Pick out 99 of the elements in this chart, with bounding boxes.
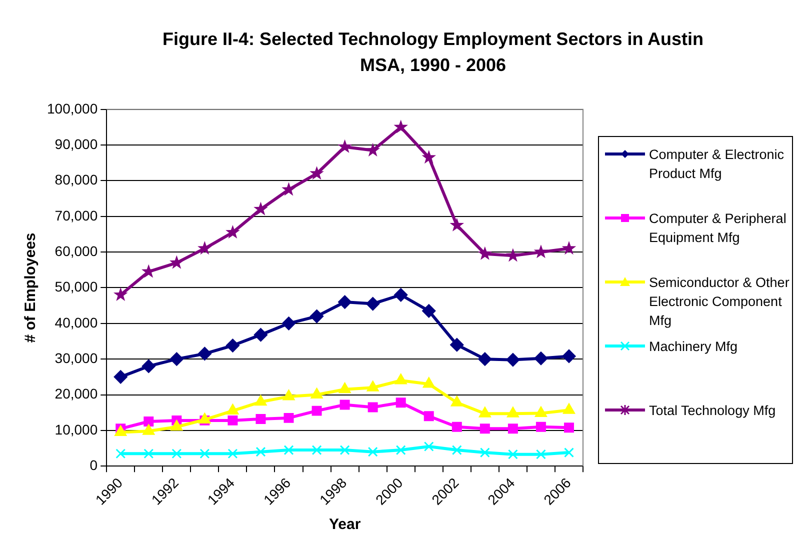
- y-tick-label: 0: [90, 456, 98, 473]
- point: [535, 406, 547, 418]
- point: [340, 400, 350, 410]
- point: [144, 448, 154, 459]
- point: [422, 150, 436, 164]
- point: [113, 287, 128, 301]
- point: [564, 422, 574, 433]
- point: [256, 414, 266, 424]
- point: [366, 297, 380, 311]
- point: [254, 395, 267, 406]
- point: [310, 310, 324, 324]
- legend-label: Computer & Peripheral Equipment Mfg: [649, 210, 788, 247]
- point: [254, 328, 268, 342]
- point: [226, 224, 240, 239]
- legend-label: Machinery Mfg: [649, 338, 738, 356]
- point: [452, 422, 462, 432]
- y-tick-label: 10,000: [54, 421, 98, 438]
- point: [506, 406, 519, 418]
- x-axis-title: Year: [328, 516, 361, 534]
- point: [142, 424, 155, 435]
- point: [396, 445, 406, 456]
- point: [394, 120, 408, 134]
- point: [282, 390, 295, 400]
- y-tick-label: 40,000: [54, 314, 98, 330]
- point: [478, 246, 492, 260]
- point: [536, 449, 546, 460]
- y-tick-label: 50,000: [54, 278, 98, 295]
- legend-label: Computer & Electronic Product Mfg: [649, 146, 786, 183]
- point: [114, 370, 128, 384]
- point: [198, 346, 212, 360]
- point: [394, 374, 407, 384]
- point: [422, 377, 435, 388]
- y-tick-label: 100,000: [46, 100, 98, 116]
- point: [478, 352, 492, 366]
- y-tick-label: 70,000: [54, 207, 98, 224]
- y-tick-label: 80,000: [54, 172, 98, 188]
- point: [172, 448, 182, 459]
- point: [394, 288, 408, 302]
- point: [340, 445, 350, 456]
- point: [226, 404, 239, 415]
- point: [116, 448, 126, 459]
- point: [310, 388, 323, 399]
- y-tick-label: 30,000: [54, 350, 98, 366]
- point: [282, 182, 296, 196]
- point: [226, 338, 240, 352]
- point: [562, 349, 576, 363]
- point: [284, 445, 294, 456]
- point: [228, 415, 238, 426]
- point: [338, 295, 352, 309]
- point: [478, 406, 491, 418]
- point: [422, 304, 436, 318]
- point: [312, 445, 322, 456]
- point: [366, 380, 379, 392]
- point: [338, 382, 351, 394]
- point: [368, 446, 378, 457]
- point: [310, 166, 324, 180]
- point: [228, 448, 238, 459]
- point: [480, 448, 490, 458]
- point: [170, 420, 183, 431]
- point: [200, 448, 210, 459]
- point: [564, 448, 574, 458]
- y-tick-label: 20,000: [54, 386, 98, 402]
- point: [396, 398, 406, 408]
- point: [562, 241, 576, 255]
- legend-label: Semiconductor & Other Electronic Component Mfg: [649, 274, 790, 330]
- point: [170, 255, 184, 269]
- legend-label: Total Technology Mfg: [649, 402, 776, 420]
- y-tick-label: 90,000: [54, 136, 98, 152]
- point: [366, 142, 380, 156]
- point: [506, 248, 520, 262]
- point: [282, 316, 296, 330]
- chart-title: Figure II-4: Selected Technology Employment Sectors in Austin MSA, 1990 - 2006: [161, 28, 705, 77]
- point: [534, 352, 548, 366]
- point: [450, 338, 464, 352]
- point: [450, 396, 463, 406]
- point: [424, 411, 434, 422]
- point: [508, 424, 518, 434]
- point: [198, 241, 212, 255]
- point: [142, 359, 156, 373]
- point: [368, 402, 378, 412]
- point: [508, 449, 518, 460]
- point: [284, 412, 294, 423]
- y-axis-title: # of Employees: [22, 232, 40, 343]
- point: [452, 445, 462, 456]
- y-tick-label: 60,000: [54, 242, 98, 259]
- point: [170, 352, 184, 366]
- point: [198, 412, 211, 424]
- point: [563, 403, 575, 414]
- point: [536, 422, 546, 432]
- point: [534, 244, 548, 258]
- point: [256, 446, 266, 457]
- point: [312, 406, 322, 416]
- point: [424, 441, 434, 452]
- point: [338, 139, 352, 153]
- point: [144, 416, 154, 427]
- point: [254, 202, 268, 216]
- point: [480, 424, 490, 434]
- point: [506, 353, 520, 367]
- point: [450, 218, 464, 232]
